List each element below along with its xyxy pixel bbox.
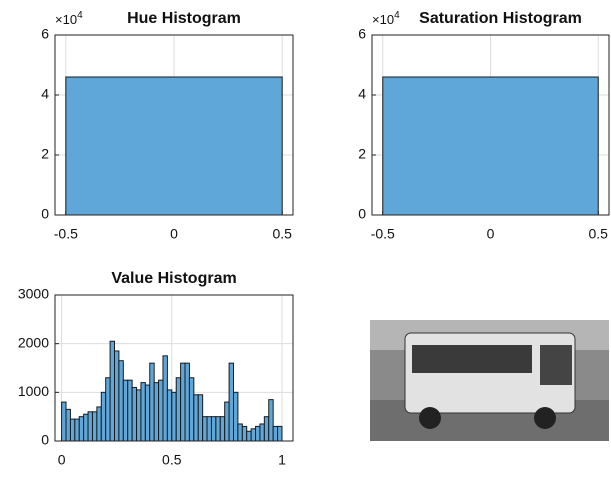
bar — [278, 426, 282, 441]
bar — [269, 400, 273, 441]
bar — [159, 380, 163, 441]
bar — [137, 390, 141, 441]
bar — [211, 417, 215, 441]
bar — [383, 77, 598, 215]
bar — [92, 412, 96, 441]
bar — [207, 417, 211, 441]
bar — [256, 426, 260, 441]
bar — [185, 363, 189, 441]
y-tick-label: 1000 — [18, 383, 49, 399]
bar — [70, 419, 74, 441]
bar — [66, 77, 282, 215]
y-tick-label: 4 — [41, 86, 49, 102]
y-tick-label: 0 — [41, 432, 49, 448]
chart-title: Value Histogram — [111, 270, 236, 287]
bar — [225, 402, 229, 441]
bus-wheel — [534, 407, 556, 429]
bar — [88, 412, 92, 441]
y-exponent-base: ×10 — [55, 12, 77, 27]
bar — [176, 378, 180, 441]
bar — [163, 356, 167, 441]
bar — [242, 426, 246, 441]
bar — [79, 417, 83, 441]
bar — [101, 392, 105, 441]
bar — [181, 363, 185, 441]
y-tick-label: 6 — [41, 26, 49, 42]
bar — [273, 426, 277, 441]
bus-image — [370, 320, 609, 441]
bar — [150, 363, 154, 441]
x-tick-label: 0 — [170, 226, 178, 242]
bar — [264, 417, 268, 441]
bar — [62, 402, 66, 441]
x-tick-label: -0.5 — [54, 226, 78, 242]
bar — [203, 417, 207, 441]
y-tick-label: 2 — [358, 146, 366, 162]
y-exponent-base: ×10 — [372, 12, 394, 27]
x-tick-label: 1 — [278, 452, 286, 468]
bar — [145, 385, 149, 441]
chart-title: Hue Histogram — [127, 10, 241, 27]
bar — [75, 419, 79, 441]
y-exponent: ×104 — [55, 10, 83, 28]
bar — [123, 380, 127, 441]
bar — [167, 390, 171, 441]
y-exponent-power: 4 — [394, 10, 400, 21]
bar — [260, 424, 264, 441]
y-exponent-power: 4 — [77, 10, 83, 21]
bar — [229, 363, 233, 441]
bar — [251, 429, 255, 441]
x-tick-label: 0 — [487, 226, 495, 242]
bar — [128, 380, 132, 441]
bar — [198, 395, 202, 441]
bar — [132, 387, 136, 441]
x-tick-label: -0.5 — [371, 226, 395, 242]
x-tick-label: 0.5 — [588, 226, 608, 242]
y-tick-label: 2000 — [18, 334, 49, 350]
bar — [66, 409, 70, 441]
bar — [97, 407, 101, 441]
x-tick-label: 0.5 — [162, 452, 182, 468]
bar — [115, 351, 119, 441]
bar — [247, 431, 251, 441]
bar — [84, 414, 88, 441]
x-tick-label: 0 — [58, 452, 66, 468]
bar — [154, 383, 158, 441]
y-tick-label: 2 — [41, 146, 49, 162]
bus-windshield — [540, 345, 572, 385]
y-tick-label: 3000 — [18, 286, 49, 302]
bar — [172, 392, 176, 441]
y-tick-label: 0 — [41, 206, 49, 222]
bar — [220, 417, 224, 441]
y-exponent: ×104 — [372, 10, 400, 28]
bus-windows — [412, 345, 532, 373]
bar — [106, 378, 110, 441]
bar — [119, 361, 123, 441]
bus-wheel — [419, 407, 441, 429]
bar — [216, 417, 220, 441]
chart-title: Saturation Histogram — [419, 10, 582, 27]
y-tick-label: 6 — [358, 26, 366, 42]
figure: 0246-0.500.5Hue Histogram×1040246-0.500.… — [0, 0, 611, 496]
y-tick-label: 0 — [358, 206, 366, 222]
y-tick-label: 4 — [358, 86, 366, 102]
bar — [238, 424, 242, 441]
bar — [110, 341, 114, 441]
bar — [234, 392, 238, 441]
bar — [194, 395, 198, 441]
x-tick-label: 0.5 — [272, 226, 292, 242]
bar — [189, 378, 193, 441]
bar — [141, 383, 145, 441]
